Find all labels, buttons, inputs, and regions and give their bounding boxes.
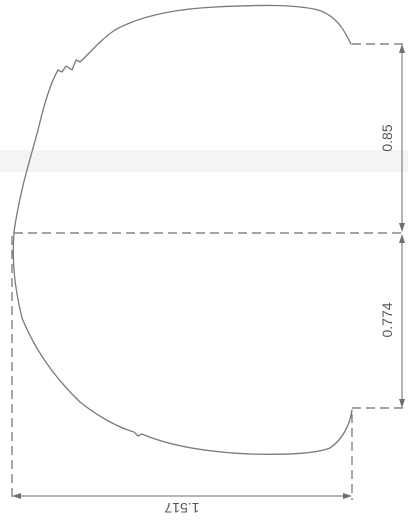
lower-height-label: 0.774 [379,302,395,337]
width-arrow-right [343,493,352,499]
upper-height-label: 0.85 [379,124,395,151]
width-arrow-left [12,493,21,499]
lower-arrow-top [399,234,405,243]
upper-arrow-top [399,44,405,53]
scan-band [0,150,408,172]
upper-arrow-bottom [399,223,405,232]
profile-outline [12,4,353,455]
lower-arrow-bottom [399,399,405,408]
total-width-label: 1.517 [164,500,199,516]
